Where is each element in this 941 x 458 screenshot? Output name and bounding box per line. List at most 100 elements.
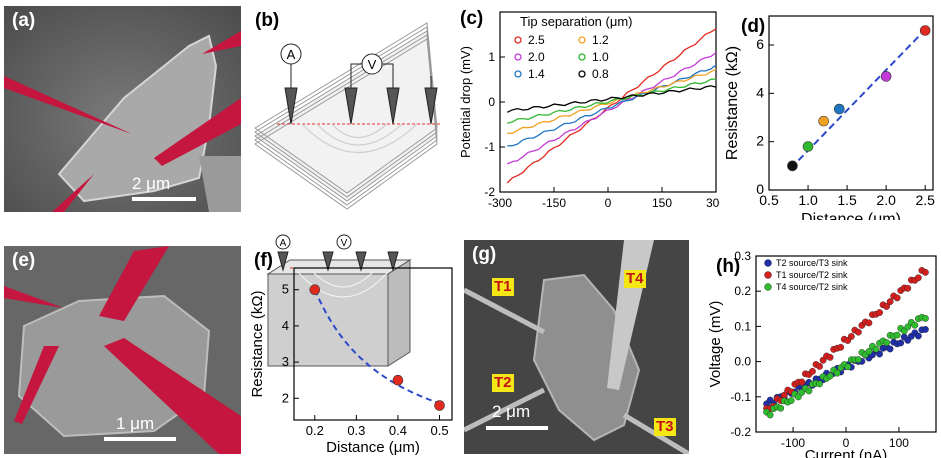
data-point-2	[833, 369, 841, 377]
scale-label-a: 2 μm	[132, 174, 171, 193]
x-tick-label: -150	[542, 196, 566, 210]
x-axis-label: Current (nA)	[805, 447, 888, 458]
y-tick-label: 0.2	[734, 284, 751, 298]
y-tick-label: 2	[756, 133, 764, 149]
data-point-1	[914, 274, 922, 282]
y-tick-label: -2	[484, 185, 495, 199]
scale-bar-e	[104, 437, 176, 441]
data-point-0	[897, 339, 905, 347]
panel-label-g: (g)	[472, 244, 497, 265]
ammeter-label: A	[287, 47, 296, 62]
series-line-1.0	[507, 78, 717, 124]
legend-marker-0.8	[578, 70, 586, 78]
legend-marker-1.2	[578, 36, 586, 44]
panel-label-d: (d)	[741, 16, 766, 37]
chart-f: A V 0.2 0.3 0.4 0.5 2 3 4 5 Distance (μm) Resista…	[249, 234, 453, 456]
legend-title: Tip separation (μm)	[520, 14, 633, 29]
x-axis-label: Distance (μm)	[326, 439, 420, 456]
data-point-2	[777, 404, 785, 412]
chart-c: -300 -150 0 150 300 -2 -1 0 1 Current (nA) Potenti…	[458, 11, 720, 212]
data-point-1	[847, 333, 855, 340]
panel-c-chart: -300 -150 0 150 300 -2 -1 0 1 Current (nA) Potenti…	[458, 6, 720, 212]
y-axis-label: Resistance (kΩ)	[249, 290, 266, 397]
data-point-2	[805, 387, 813, 395]
data-point-1	[816, 362, 823, 370]
legend-marker-2.0	[514, 53, 522, 61]
y-tick-label: -0.2	[730, 425, 751, 439]
y-tick-label: 0.0	[734, 355, 751, 369]
data-point	[880, 71, 892, 82]
data-point-2	[787, 397, 795, 404]
x-tick-label: 0	[605, 196, 612, 210]
data-point-1	[826, 353, 834, 361]
legend-marker-1.4	[514, 70, 522, 78]
series-line-1.4	[507, 64, 717, 147]
x-tick-label: 100	[889, 436, 909, 450]
x-tick-label: -100	[781, 436, 805, 450]
probe-tip-3	[154, 98, 241, 166]
x-tick-label: 0.5	[430, 423, 448, 438]
data-point-1	[798, 378, 806, 386]
data-point-2	[911, 321, 919, 329]
legend-label-2: T4 source/T2 sink	[776, 282, 848, 292]
probe-tag-t4: T4	[624, 270, 646, 288]
voltmeter-symbol	[361, 53, 383, 75]
data-point	[392, 374, 404, 386]
panel-label-h: (h)	[716, 256, 741, 277]
probe-e-2	[4, 286, 64, 308]
x-tick-label: 1.0	[798, 192, 818, 208]
panel-label-f: (f)	[254, 250, 273, 271]
legend-label-0.8: 0.8	[592, 67, 609, 81]
data-point-1	[904, 284, 912, 292]
probe-tag-t3: T3	[654, 418, 676, 436]
data-point-1	[886, 298, 894, 305]
sem-image-e	[4, 246, 241, 454]
y-tick-label: 0	[488, 95, 495, 109]
fit-curve	[313, 289, 440, 405]
x-axis-label: Distance (μm)	[801, 211, 901, 220]
legend-label-2.5: 2.5	[528, 33, 545, 47]
data-point-1	[922, 268, 929, 276]
x-tick-label: 0.3	[347, 423, 365, 438]
data-point-1	[883, 303, 890, 310]
data-point-0	[876, 350, 883, 358]
probe-tip-1	[202, 31, 241, 54]
chart-h: -100 0 100 -0.2 -0.1 0.0 0.1 0.2 0.3 Current (nA)…	[707, 249, 937, 458]
data-point	[818, 115, 829, 127]
y-tick-label: 4	[282, 318, 289, 333]
plot-frame	[768, 15, 934, 191]
data-point	[833, 103, 845, 115]
inset-ammeter-label: A	[280, 238, 287, 249]
data-point-1	[837, 343, 845, 351]
panel-f-chart: A V 0.2 0.3 0.4 0.5 2 3 4 5 Distance (μm) Resista…	[248, 232, 458, 456]
probe-needles	[284, 87, 438, 125]
legend-marker-1	[764, 271, 772, 279]
y-tick-label: 4	[756, 84, 764, 100]
probe-tip-2	[4, 76, 132, 134]
series-line-1.2	[507, 68, 717, 134]
flake-g	[532, 273, 641, 442]
y-tick-label: -0.1	[730, 390, 751, 404]
probe-tag-t1: T1	[492, 278, 514, 296]
series-line-2.5	[506, 28, 717, 184]
plot-frame	[293, 267, 453, 421]
schematic-b: A V	[254, 22, 442, 210]
scale-label-g: 2 μm	[492, 402, 531, 421]
legend-label-2.0: 2.0	[528, 50, 545, 64]
voltmeter-label: V	[368, 57, 377, 72]
x-tick-label: -300	[488, 196, 512, 210]
scale-bar-a	[132, 197, 196, 201]
data-point-2	[904, 323, 912, 331]
y-axis-label: Voltage (mV)	[707, 301, 724, 388]
x-tick-label: 0.2	[306, 423, 324, 438]
ammeter-symbol	[280, 43, 302, 65]
data-point-0	[922, 326, 929, 333]
y-axis-label: Potential drop (mV)	[458, 46, 473, 158]
x-tick-label: 2.5	[915, 192, 935, 208]
probe-e-3	[14, 346, 59, 424]
data-point-1	[876, 309, 883, 316]
chart-d: 0.5 1.0 1.5 2.0 2.5 0 2 4 6 Distance (μm) Resistan…	[724, 15, 935, 220]
sem-image-a	[4, 6, 241, 212]
data-point-2	[893, 331, 901, 339]
data-point	[802, 141, 814, 152]
